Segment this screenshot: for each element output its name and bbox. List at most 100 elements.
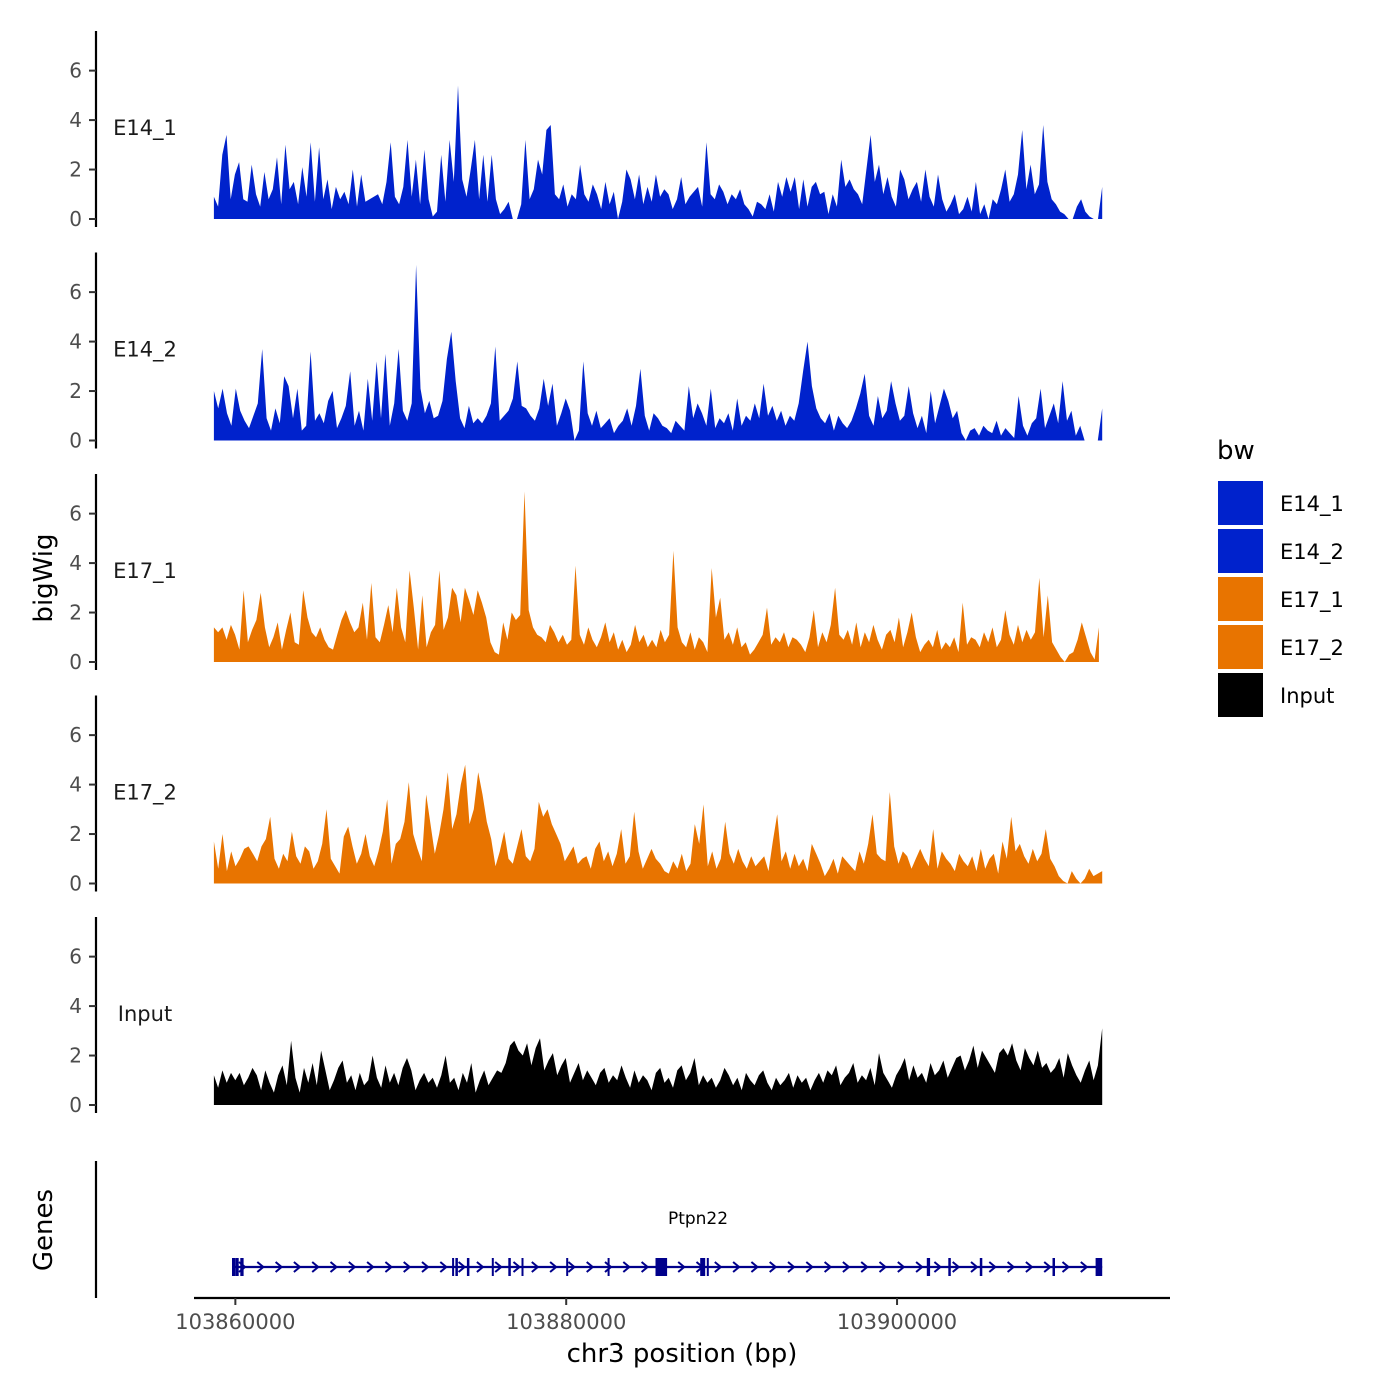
strand-arrow <box>384 1261 393 1273</box>
x-tick-label: 103860000 <box>175 1310 295 1334</box>
y-tick-label: 2 <box>69 822 82 846</box>
gene-exon <box>1095 1258 1103 1276</box>
strand-arrow <box>1006 1261 1016 1273</box>
strand-arrow <box>1061 1261 1071 1273</box>
strand-arrow <box>329 1261 339 1273</box>
track-panel-e14-1: 0 2 4 6 E14_1 <box>69 31 1103 231</box>
strand-arrow <box>293 1261 302 1273</box>
gene-exon <box>235 1258 239 1276</box>
y-tick-label: 6 <box>69 502 82 526</box>
track-panel-e17-1: 0 2 4 6 E17_1 <box>69 474 1099 674</box>
strand-arrow <box>457 1261 467 1273</box>
strand-arrow <box>1080 1261 1089 1273</box>
legend-swatch-input <box>1218 673 1263 717</box>
legend-label: E17_1 <box>1280 588 1344 613</box>
strand-arrow <box>805 1261 814 1273</box>
strand-arrow <box>622 1261 631 1273</box>
gene-exon <box>926 1258 931 1276</box>
legend-entries: E14_1 E14_2 E17_1 E17_2 Input <box>1218 481 1344 717</box>
legend-label: E14_2 <box>1280 540 1344 565</box>
track-panel-e17-2: 0 2 4 6 E17_2 <box>69 695 1103 896</box>
strand-arrow <box>750 1261 759 1273</box>
strand-arrow <box>732 1261 741 1273</box>
strand-arrow <box>1025 1261 1034 1273</box>
y-tick-label: 2 <box>69 1044 82 1068</box>
gene-exon <box>232 1258 236 1276</box>
strand-arrow <box>366 1261 375 1273</box>
strand-arrow <box>823 1261 833 1273</box>
strand-arrow <box>421 1261 430 1273</box>
gene-exon <box>452 1258 455 1276</box>
legend: bw E14_1 E14_2 E17_1 E17_2 Input <box>1217 436 1344 717</box>
strand-arrow <box>567 1261 576 1273</box>
gene-exon <box>607 1258 610 1276</box>
gene-exon <box>948 1258 951 1276</box>
coverage-area-e14-1 <box>213 85 1103 219</box>
coverage-area-input <box>213 1028 1103 1105</box>
strand-arrow <box>512 1261 522 1273</box>
strand-arrow <box>915 1261 924 1273</box>
strand-arrow <box>1043 1261 1052 1273</box>
strand-arrow <box>439 1261 448 1273</box>
strand-arrow <box>952 1261 961 1273</box>
y-tick-label: 4 <box>69 994 82 1018</box>
strand-arrow <box>933 1261 942 1273</box>
track-label: E14_1 <box>113 116 177 141</box>
gene-exon <box>706 1258 709 1276</box>
x-axis-title: chr3 position (bp) <box>567 1339 798 1369</box>
strand-arrow <box>970 1261 979 1273</box>
y-tick-label: 4 <box>69 330 82 354</box>
y-tick-label: 6 <box>69 280 82 304</box>
legend-label: E14_1 <box>1280 492 1344 517</box>
strand-arrow <box>897 1261 906 1273</box>
gene-exon <box>979 1258 983 1276</box>
x-ticks: 103860000 103880000 103900000 <box>175 1298 957 1334</box>
gene-exon <box>566 1258 569 1276</box>
track-panel-input: 0 2 4 6 Input <box>69 917 1103 1117</box>
genes-track-label: Genes <box>29 1189 59 1271</box>
strand-arrow <box>274 1261 284 1273</box>
gene-exon <box>700 1258 706 1276</box>
coverage-tracks: 0 2 4 6 E14_1 0 2 4 6 E14_2 0 2 4 6 E17_1 0 2 4 6 E17_2 0 2 4 6… <box>69 31 1103 1117</box>
legend-title: bw <box>1217 436 1255 466</box>
strand-arrow <box>256 1261 265 1273</box>
legend-swatch-e17-1 <box>1218 577 1263 621</box>
strand-arrow <box>769 1261 778 1273</box>
legend-label: E17_2 <box>1280 636 1344 661</box>
gene-exon <box>240 1258 244 1276</box>
y-tick-label: 0 <box>69 429 82 453</box>
x-axis: 103860000 103880000 103900000 chr3 positio… <box>175 1296 1170 1369</box>
strand-arrow <box>403 1261 412 1273</box>
strand-arrow <box>494 1261 503 1273</box>
strand-arrow <box>531 1261 540 1273</box>
strand-arrow <box>842 1261 851 1273</box>
strand-arrow <box>476 1261 485 1273</box>
strand-arrow <box>604 1261 613 1273</box>
legend-label: Input <box>1280 684 1334 708</box>
strand-arrow <box>677 1261 686 1273</box>
gene-exon <box>508 1258 511 1276</box>
y-tick-label: 6 <box>69 723 82 747</box>
gene-exon <box>455 1258 458 1276</box>
y-tick-label: 4 <box>69 108 82 132</box>
genes-track: Genes Ptpn22 <box>29 1161 1103 1298</box>
track-label: Input <box>118 1002 172 1026</box>
gene-exon <box>521 1258 524 1276</box>
legend-swatch-e14-2 <box>1218 529 1263 573</box>
strand-arrow <box>988 1261 997 1273</box>
y-tick-label: 0 <box>69 1093 82 1117</box>
track-label: E14_2 <box>113 337 177 362</box>
coverage-area-e17-1 <box>213 491 1099 662</box>
strand-arrow <box>586 1261 595 1273</box>
gene-exon <box>491 1258 494 1276</box>
y-tick-label: 6 <box>69 59 82 83</box>
legend-swatch-e17-2 <box>1218 625 1263 669</box>
x-tick-label: 103880000 <box>506 1310 626 1334</box>
track-panel-e14-2: 0 2 4 6 E14_2 <box>69 252 1103 453</box>
strand-arrow <box>787 1261 796 1273</box>
strand-arrow <box>348 1261 357 1273</box>
gene-exon <box>655 1258 668 1276</box>
gene-exon <box>466 1258 470 1276</box>
gene-model <box>232 1258 1103 1276</box>
